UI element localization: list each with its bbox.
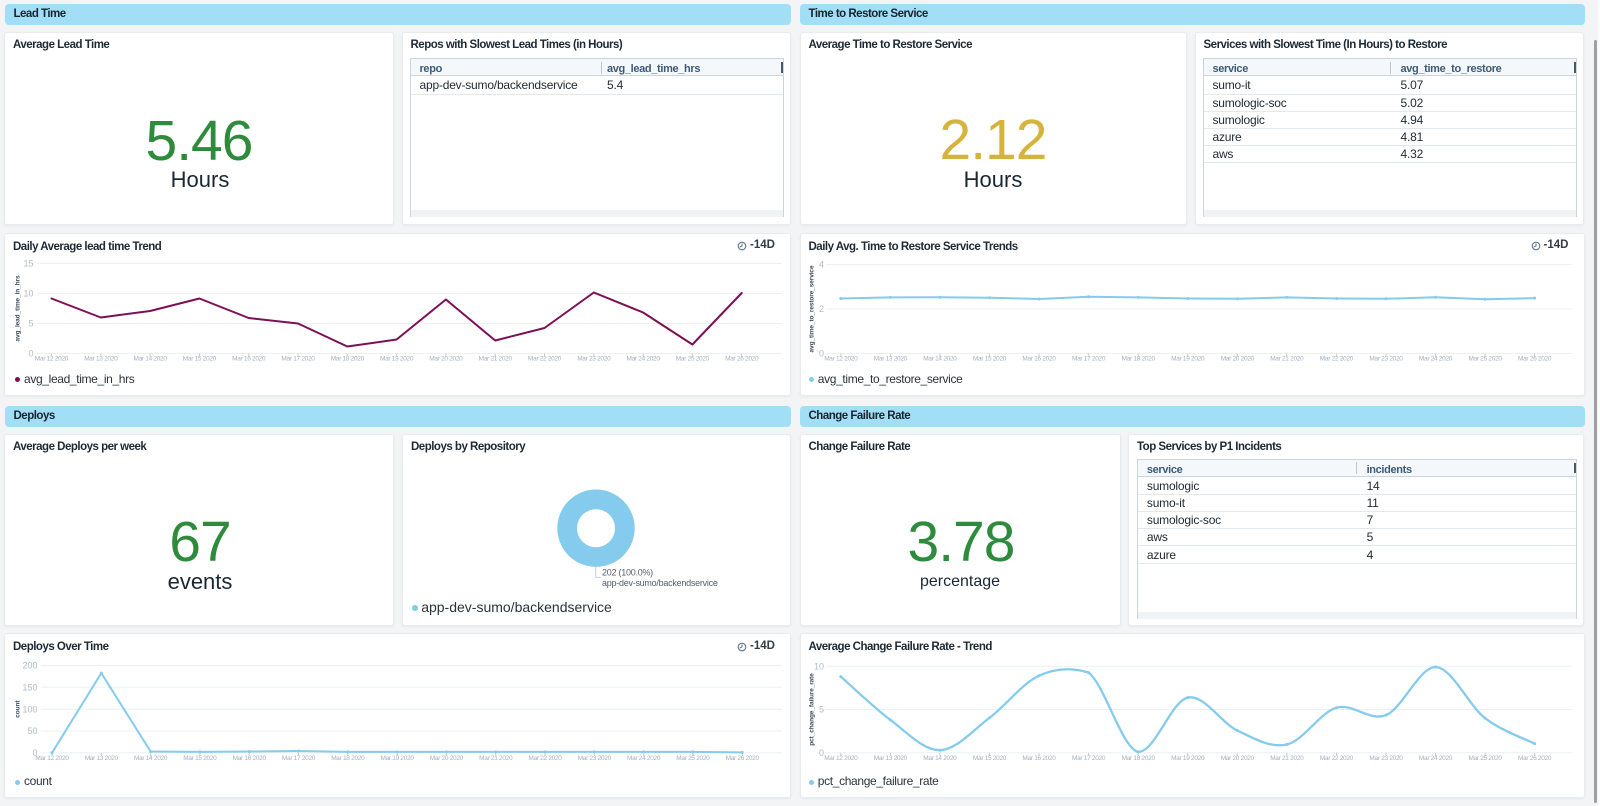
svg-text:10: 10 — [813, 661, 823, 671]
svg-text:Mar 12 2020: Mar 12 2020 — [824, 356, 858, 363]
svg-text:app-dev-sumo/backendservice: app-dev-sumo/backendservice — [602, 577, 718, 587]
svg-text:Mar 23 2020: Mar 23 2020 — [1369, 755, 1403, 762]
svg-text:Mar 17 2020: Mar 17 2020 — [281, 356, 315, 363]
svg-text:Mar 19 2020: Mar 19 2020 — [1171, 356, 1205, 363]
svg-text:Mar 14 2020: Mar 14 2020 — [133, 356, 167, 363]
svg-text:Mar 17 2020: Mar 17 2020 — [282, 755, 316, 762]
svg-text:Mar 15 2020: Mar 15 2020 — [183, 356, 217, 363]
svg-text:Mar 16 2020: Mar 16 2020 — [1022, 356, 1056, 363]
svg-text:Mar 21 2020: Mar 21 2020 — [1270, 755, 1304, 762]
svg-text:150: 150 — [22, 683, 37, 693]
svg-text:avg_time_to_restore_service: avg_time_to_restore_service — [808, 265, 815, 352]
svg-text:200: 200 — [22, 661, 37, 671]
svg-text:Mar 19 2020: Mar 19 2020 — [380, 755, 414, 762]
svg-text:pct_change_failure_rate: pct_change_failure_rate — [808, 673, 815, 746]
svg-text:0: 0 — [818, 748, 823, 758]
svg-text:Mar 13 2020: Mar 13 2020 — [85, 755, 119, 762]
svg-text:Mar 23 2020: Mar 23 2020 — [578, 755, 612, 762]
svg-text:Mar 24 2020: Mar 24 2020 — [1418, 755, 1452, 762]
svg-text:Mar 25 2020: Mar 25 2020 — [1468, 356, 1502, 363]
svg-text:5: 5 — [818, 705, 823, 715]
svg-text:Mar 13 2020: Mar 13 2020 — [873, 755, 907, 762]
svg-text:Mar 16 2020: Mar 16 2020 — [1022, 755, 1056, 762]
svg-text:Mar 13 2020: Mar 13 2020 — [84, 356, 118, 363]
svg-text:50: 50 — [27, 726, 37, 736]
svg-text:Mar 14 2020: Mar 14 2020 — [923, 755, 957, 762]
svg-text:5: 5 — [28, 319, 33, 329]
svg-text:Mar 26 2020: Mar 26 2020 — [1517, 356, 1551, 363]
svg-text:Mar 18 2020: Mar 18 2020 — [1121, 356, 1155, 363]
svg-text:0: 0 — [818, 349, 823, 359]
svg-text:Mar 26 2020: Mar 26 2020 — [1517, 755, 1551, 762]
svg-text:avg_lead_time_in_hrs: avg_lead_time_in_hrs — [15, 275, 22, 341]
svg-text:Mar 24 2020: Mar 24 2020 — [626, 356, 660, 363]
svg-text:15: 15 — [23, 259, 33, 269]
svg-text:Mar 12 2020: Mar 12 2020 — [35, 356, 69, 363]
svg-text:0: 0 — [32, 748, 37, 758]
svg-text:Mar 22 2020: Mar 22 2020 — [528, 356, 562, 363]
svg-text:Mar 20 2020: Mar 20 2020 — [429, 356, 463, 363]
svg-text:Mar 16 2020: Mar 16 2020 — [232, 356, 266, 363]
svg-text:count: count — [15, 700, 22, 718]
svg-text:10: 10 — [23, 289, 33, 299]
svg-text:Mar 23 2020: Mar 23 2020 — [577, 356, 611, 363]
svg-text:Mar 14 2020: Mar 14 2020 — [134, 755, 168, 762]
svg-text:Mar 13 2020: Mar 13 2020 — [873, 356, 907, 363]
svg-text:Mar 25 2020: Mar 25 2020 — [1468, 755, 1502, 762]
svg-text:Mar 21 2020: Mar 21 2020 — [479, 356, 513, 363]
svg-text:Mar 15 2020: Mar 15 2020 — [972, 356, 1006, 363]
svg-text:Mar 21 2020: Mar 21 2020 — [479, 755, 513, 762]
svg-text:Mar 20 2020: Mar 20 2020 — [1220, 356, 1254, 363]
svg-text:Mar 18 2020: Mar 18 2020 — [331, 755, 365, 762]
svg-text:Mar 17 2020: Mar 17 2020 — [1071, 356, 1105, 363]
svg-text:Mar 23 2020: Mar 23 2020 — [1369, 356, 1403, 363]
svg-text:202 (100.0%): 202 (100.0%) — [602, 567, 653, 577]
svg-text:Mar 19 2020: Mar 19 2020 — [1171, 755, 1205, 762]
svg-text:Mar 21 2020: Mar 21 2020 — [1270, 356, 1304, 363]
svg-text:Mar 26 2020: Mar 26 2020 — [725, 356, 759, 363]
svg-text:Mar 18 2020: Mar 18 2020 — [1121, 755, 1155, 762]
svg-text:Mar 24 2020: Mar 24 2020 — [627, 755, 661, 762]
svg-text:Mar 14 2020: Mar 14 2020 — [923, 356, 957, 363]
svg-text:2: 2 — [818, 304, 823, 314]
svg-text:Mar 22 2020: Mar 22 2020 — [1319, 356, 1353, 363]
svg-text:Mar 16 2020: Mar 16 2020 — [233, 755, 267, 762]
svg-text:Mar 22 2020: Mar 22 2020 — [528, 755, 562, 762]
svg-text:Mar 22 2020: Mar 22 2020 — [1319, 755, 1353, 762]
svg-text:Mar 12 2020: Mar 12 2020 — [35, 755, 69, 762]
svg-text:Mar 15 2020: Mar 15 2020 — [183, 755, 217, 762]
svg-text:Mar 26 2020: Mar 26 2020 — [726, 755, 760, 762]
svg-text:Mar 19 2020: Mar 19 2020 — [380, 356, 414, 363]
svg-text:Mar 17 2020: Mar 17 2020 — [1071, 755, 1105, 762]
svg-text:Mar 12 2020: Mar 12 2020 — [824, 755, 858, 762]
svg-text:Mar 18 2020: Mar 18 2020 — [331, 356, 365, 363]
svg-text:100: 100 — [22, 704, 37, 714]
svg-text:0: 0 — [28, 349, 33, 359]
svg-text:Mar 25 2020: Mar 25 2020 — [676, 356, 710, 363]
svg-text:Mar 24 2020: Mar 24 2020 — [1418, 356, 1452, 363]
svg-text:Mar 20 2020: Mar 20 2020 — [430, 755, 464, 762]
svg-text:Mar 25 2020: Mar 25 2020 — [676, 755, 710, 762]
svg-text:Mar 15 2020: Mar 15 2020 — [972, 755, 1006, 762]
svg-text:4: 4 — [818, 260, 823, 270]
svg-text:Mar 20 2020: Mar 20 2020 — [1220, 755, 1254, 762]
